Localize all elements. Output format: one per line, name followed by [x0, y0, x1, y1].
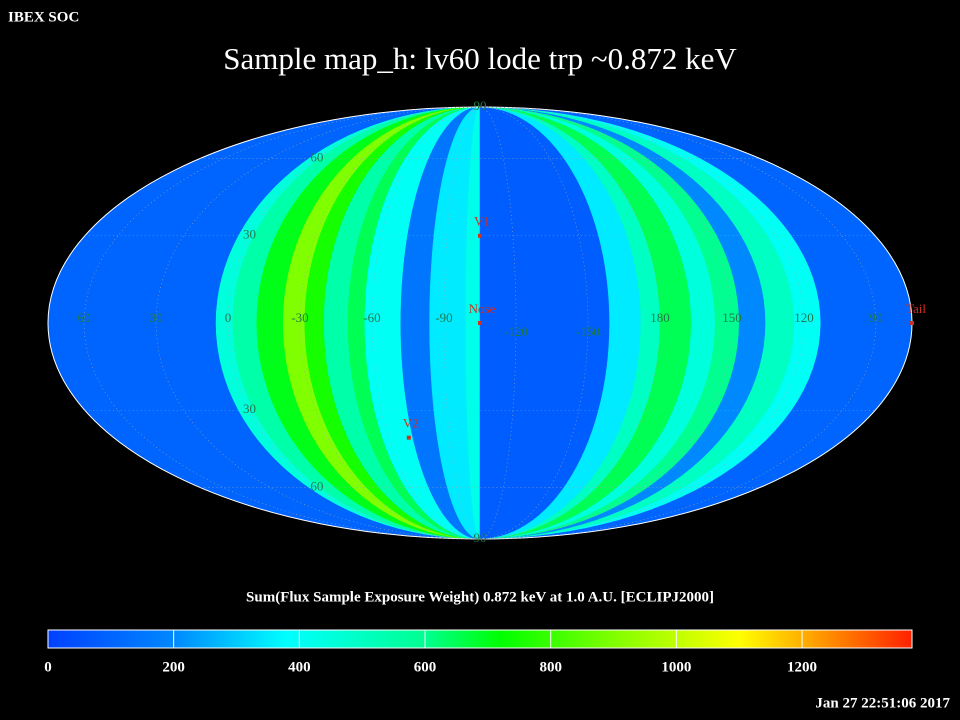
lon-label: 90: [870, 310, 883, 325]
meridian-line: [83, 106, 481, 540]
meridian-line: [479, 106, 733, 540]
point-label: V1: [474, 214, 490, 229]
colorbar-tick-label: 400: [288, 659, 311, 675]
point-label: V2: [403, 416, 419, 431]
point-label: Tail: [906, 301, 926, 316]
timestamp: Jan 27 22:51:06 2017: [815, 695, 950, 711]
meridian-line: [479, 106, 877, 540]
meridian-line: [479, 106, 805, 540]
lon-label: -90: [435, 310, 452, 325]
meridian-line: [155, 106, 481, 540]
lat-label: 90: [474, 530, 487, 545]
lon-label: -30: [291, 310, 308, 325]
lon-label: 30: [150, 310, 163, 325]
lat-label: 60: [310, 479, 323, 494]
colorbar-tick-label: 1000: [661, 659, 691, 675]
colorbar-label: Sum(Flux Sample Exposure Weight) 0.872 k…: [246, 589, 714, 605]
lon-label: -60: [363, 310, 380, 325]
lon-label: 180: [650, 310, 670, 325]
colorbar: [47, 629, 913, 649]
colorbar-tick-label: 800: [539, 659, 562, 675]
header: IBEX SOC: [8, 9, 79, 25]
lat-label: 30: [243, 401, 256, 416]
point-label: Nose: [469, 301, 496, 316]
point-marker: [910, 321, 914, 325]
meridian-line: [443, 106, 481, 540]
lat-label: 90: [474, 98, 487, 113]
point-marker: [478, 321, 482, 325]
lon-label: -120: [504, 324, 528, 339]
lon-label: 60: [78, 310, 91, 325]
colorbar-tick-label: 0: [44, 659, 52, 675]
lon-label: 0: [225, 310, 232, 325]
lon-label: 150: [722, 310, 742, 325]
point-marker: [406, 435, 411, 440]
colorbar-tick-label: 600: [414, 659, 437, 675]
lat-label: 30: [243, 227, 256, 242]
lon-label: -150: [576, 324, 600, 339]
meridian-line: [479, 106, 517, 540]
point-marker: [478, 233, 482, 238]
colorbar-tick-label: 1200: [787, 659, 817, 675]
meridian-line: [227, 106, 481, 540]
lat-label: 60: [310, 149, 323, 164]
colorbar-tick-label: 200: [162, 659, 185, 675]
chart-title: Sample map_h: lv60 lode trp ~0.872 keV: [223, 41, 737, 76]
lon-label: 120: [794, 310, 814, 325]
